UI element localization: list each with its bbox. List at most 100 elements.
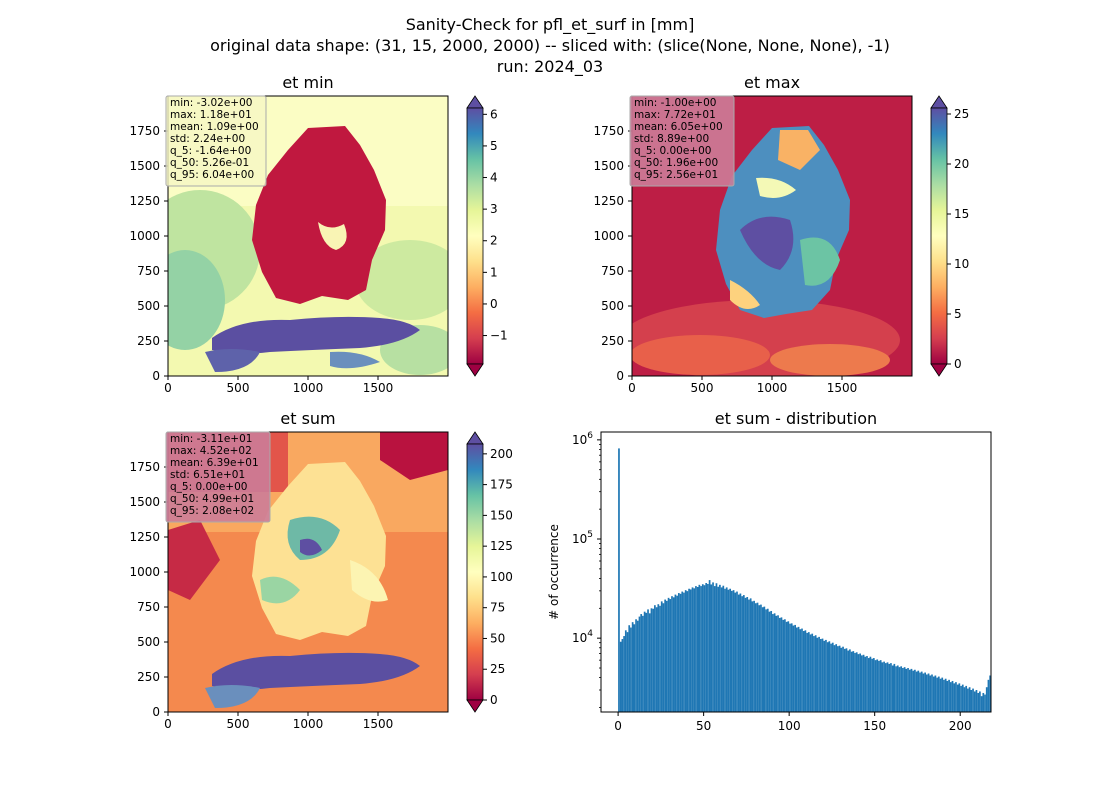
- histogram-bar: [693, 588, 696, 712]
- histogram-bar: [689, 589, 692, 712]
- stat-line: q_95: 2.56e+01: [634, 169, 718, 181]
- stat-line: q_5: 0.00e+00: [634, 145, 711, 157]
- histogram-bar: [932, 676, 935, 712]
- histogram-bar: [770, 610, 773, 712]
- panel-et-min: et min 0 500 1000 1500 0 250: [129, 73, 507, 395]
- histogram-bar: [883, 661, 885, 712]
- histogram-bar: [802, 631, 805, 712]
- histogram-bar: [958, 683, 961, 712]
- histogram-bar: [949, 682, 952, 712]
- stats-box-et-max: min: -1.00e+00 max: 7.72e+01 mean: 6.05e…: [629, 95, 735, 187]
- y-tick-label: 106: [572, 431, 593, 447]
- axis-x-et-min: 0 500 1000 1500: [164, 376, 393, 395]
- histogram-bar: [794, 624, 796, 712]
- stat-line: max: 4.52e+02: [170, 445, 252, 457]
- stat-line: max: 1.18e+01: [170, 109, 252, 121]
- histogram-bar: [619, 641, 622, 712]
- histogram-bar: [719, 584, 721, 712]
- colorbar-tick-label: 6: [490, 107, 498, 121]
- histogram-bar: [725, 587, 728, 712]
- axis-y-et-max: 0 250 500 750 1000 1250 1500 1750: [593, 124, 632, 383]
- stat-line: std: 6.51e+01: [170, 469, 245, 481]
- histogram-bar: [684, 590, 687, 712]
- histogram-bar: [787, 621, 790, 712]
- colorbar-tick-label: 100: [490, 570, 513, 584]
- x-tick-label: 0: [164, 717, 172, 731]
- histogram-bar: [825, 639, 827, 712]
- histogram-bar: [879, 660, 882, 712]
- colorbar-tick-label: 15: [954, 207, 969, 221]
- colorbar-tick-label: 3: [490, 202, 498, 216]
- y-tick-label: 105: [572, 530, 593, 546]
- histogram-bar: [784, 619, 786, 712]
- histogram-bar: [792, 625, 795, 712]
- colorbar-tick-label: 200: [490, 447, 513, 461]
- histogram-bar: [618, 448, 620, 712]
- histogram-bar: [674, 594, 677, 712]
- histogram-bar: [700, 586, 702, 712]
- histogram-bar: [703, 585, 706, 712]
- stat-line: std: 8.89e+00: [634, 133, 709, 145]
- y-tick-label: 1750: [593, 124, 624, 138]
- histogram-bar: [857, 654, 860, 712]
- axis-y-et-min: 0 250 500 750 1000 1250 1500 1750: [129, 124, 168, 383]
- histogram-bar: [636, 620, 639, 712]
- histogram-bar: [896, 665, 899, 712]
- y-tick-label: 104: [572, 629, 593, 645]
- heatmap-et-min: [168, 96, 448, 376]
- x-tick-label: 1500: [827, 381, 858, 395]
- histogram-bar: [926, 674, 928, 712]
- histogram-bar: [922, 673, 925, 712]
- stat-line: mean: 1.09e+00: [170, 121, 259, 133]
- colorbar-tick-label: 50: [490, 631, 505, 645]
- histogram-bar: [698, 584, 701, 712]
- colorbar-et-max: 0 5 10 15 20 25: [930, 95, 969, 377]
- histogram-bar: [664, 599, 666, 712]
- histogram-bar: [907, 668, 909, 712]
- histogram-bar: [761, 607, 764, 712]
- histogram-bar: [705, 583, 708, 712]
- histogram-bar: [691, 587, 694, 712]
- histogram-bar: [842, 646, 844, 712]
- histogram-bar: [953, 683, 956, 712]
- histogram-bar: [948, 679, 950, 712]
- histogram-bar: [638, 616, 641, 712]
- histogram-bar: [816, 637, 819, 712]
- histogram-bar: [838, 645, 841, 712]
- histogram-bar: [739, 593, 742, 712]
- histogram-bar: [884, 663, 887, 712]
- stat-line: q_95: 2.08e+02: [170, 505, 254, 517]
- y-tick-label: 1250: [129, 530, 160, 544]
- histogram-bar: [754, 603, 757, 712]
- stat-line: q_5: 0.00e+00: [170, 481, 247, 493]
- histogram-bar: [927, 673, 930, 712]
- histogram-bar: [630, 627, 632, 712]
- histogram-bar: [732, 590, 735, 712]
- histogram-bar: [888, 663, 891, 712]
- y-tick-label: 0: [152, 705, 160, 719]
- y-tick-label: 500: [137, 299, 160, 313]
- y-tick-label: 0: [152, 369, 160, 383]
- histogram-bar: [773, 613, 776, 712]
- x-tick-label: 500: [227, 381, 250, 395]
- histogram-bar: [968, 687, 971, 712]
- histogram-bar: [818, 636, 820, 712]
- histogram-bar: [744, 597, 747, 712]
- histogram-bar: [941, 677, 944, 712]
- histogram-bar: [915, 671, 918, 712]
- histogram-bar: [650, 608, 653, 712]
- panel-et-sum-distribution: et sum - distribution 0 50 100 150 200 10410…: [547, 409, 992, 733]
- colorbar-tick-label: −1: [490, 329, 508, 343]
- colorbar-tick-label: 0: [490, 297, 498, 311]
- histogram-bar: [642, 615, 644, 712]
- x-tick-label: 500: [227, 717, 250, 731]
- histogram-bar: [985, 687, 988, 712]
- panel-et-max: et max 0 500 1000 1500 0 250 5: [593, 73, 969, 395]
- y-tick-label: 1750: [129, 460, 160, 474]
- histogram-bar: [727, 589, 730, 712]
- histogram-bar: [695, 586, 697, 712]
- x-tick-label: 500: [691, 381, 714, 395]
- colorbar-tick-label: 175: [490, 478, 513, 492]
- histogram-bar: [643, 611, 646, 712]
